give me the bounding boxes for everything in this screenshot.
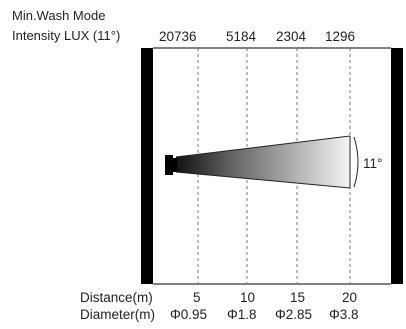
distance-value-5: 5 (193, 290, 201, 305)
fixture-icon (165, 155, 177, 175)
left-frame-bar (141, 48, 153, 284)
diameter-value-15: Φ2.85 (275, 307, 313, 322)
light-beam (176, 136, 350, 188)
diameter-value-20: Φ3.8 (329, 307, 359, 322)
intensity-label: Intensity LUX (11°) (12, 28, 121, 43)
beam-upper-edge (175, 135, 351, 158)
diameter-label: Diameter(m) (80, 307, 156, 322)
lux-value-5m: 20736 (159, 29, 197, 44)
mode-label: Min.Wash Mode (12, 8, 106, 23)
beam-angle-arc (353, 136, 359, 188)
distance-value-15: 15 (290, 290, 306, 305)
right-frame-bar (391, 48, 403, 284)
distance-value-10: 10 (240, 290, 256, 305)
lux-value-20m: 1296 (325, 29, 356, 44)
diameter-value-10: Φ1.8 (227, 307, 257, 322)
lux-value-15m: 2304 (276, 29, 307, 44)
diameter-value-5: Φ0.95 (170, 307, 208, 322)
distance-label: Distance(m) (80, 290, 153, 305)
distance-value-20: 20 (342, 290, 358, 305)
beam-angle-label: 11° (363, 156, 383, 171)
lux-value-10m: 5184 (226, 29, 257, 44)
beam-lower-edge (175, 171, 351, 189)
